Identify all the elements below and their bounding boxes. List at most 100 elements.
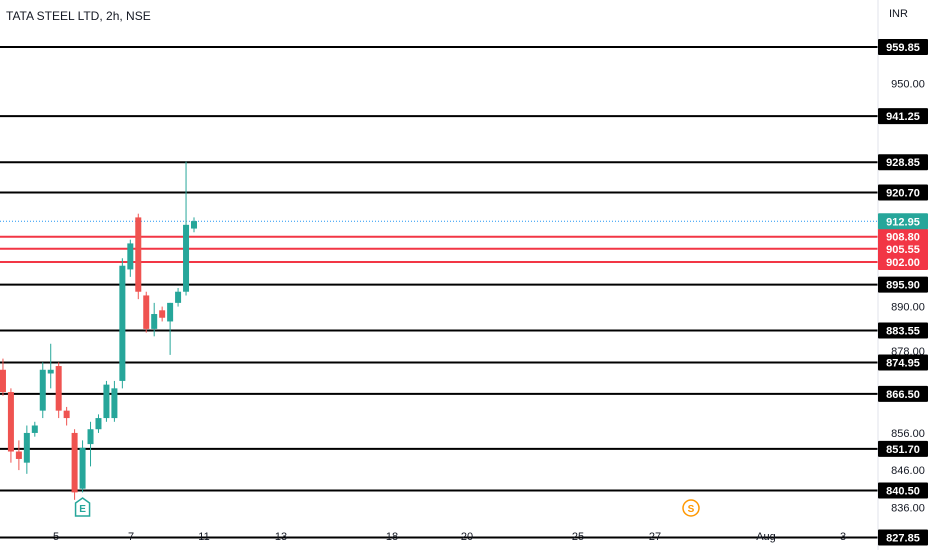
time-tick-label: 3 (840, 531, 846, 543)
candle (39, 362, 46, 419)
candle-body (95, 418, 102, 430)
level-price-label-text: 920.70 (886, 188, 920, 200)
level-price-label-text: 827.85 (886, 533, 920, 545)
candle-body (143, 295, 150, 329)
level-price-label: 941.25 (878, 108, 928, 125)
candle (103, 380, 110, 422)
price-tick-label: 890.00 (891, 302, 925, 314)
level-price-label-text: 895.90 (886, 280, 920, 292)
candle (63, 406, 70, 426)
candle-body (103, 384, 110, 419)
level-price-label-bg (878, 385, 928, 402)
candle-body (15, 451, 22, 459)
candle (111, 380, 118, 422)
level-price-label-text: 874.95 (886, 358, 920, 370)
level-price-label: 905.55 (878, 240, 928, 257)
candle-body (119, 265, 126, 381)
candle-body (87, 429, 94, 445)
level-price-label-bg (878, 276, 928, 293)
level-price-label-text: 883.55 (886, 326, 920, 338)
price-tick-label: 846.00 (891, 465, 925, 477)
time-tick-label: 18 (386, 531, 398, 543)
level-price-label: 928.85 (878, 154, 928, 171)
candle (159, 306, 166, 322)
candle (15, 440, 22, 471)
level-price-label-bg (878, 529, 928, 546)
candle (71, 429, 78, 500)
candle-body (111, 388, 118, 419)
candle (119, 258, 126, 389)
candle-body (191, 221, 197, 229)
price-tick-label: 836.00 (891, 502, 925, 514)
candle (167, 302, 174, 355)
chart-title: TATA STEEL LTD, 2h, NSE (6, 9, 151, 23)
candle-body (79, 447, 86, 489)
candle-body (167, 302, 174, 322)
level-price-label-bg (878, 354, 928, 371)
level-price-label-bg (878, 240, 928, 257)
level-price-label-text: 866.50 (886, 389, 920, 401)
level-price-label-bg (878, 108, 928, 125)
earnings-event-icon (74, 497, 91, 517)
candle (55, 362, 62, 419)
candle-body (159, 310, 166, 318)
candle (87, 421, 94, 467)
candle-body (135, 217, 142, 292)
dividend-event-label: S (688, 504, 695, 515)
level-price-label-bg (878, 184, 928, 201)
level-price-label-bg (878, 154, 928, 171)
candle (95, 414, 102, 433)
time-tick-label: Aug (756, 531, 776, 543)
candle (79, 440, 86, 493)
level-price-label: 959.85 (878, 39, 928, 56)
level-price-label-text: 908.80 (886, 232, 920, 244)
candle (135, 213, 142, 300)
time-tick-label: 20 (461, 531, 473, 543)
level-price-label-bg (878, 482, 928, 499)
level-price-label: 908.80 (878, 228, 928, 245)
candle-body (0, 369, 6, 393)
time-tick-label: 27 (649, 531, 661, 543)
level-price-label-bg (878, 228, 928, 245)
candle-body (47, 369, 54, 374)
time-axis: 5 7 11 13 18 20 25 27 Aug 3 (53, 531, 846, 543)
candle (47, 343, 54, 389)
time-tick-label: 5 (53, 531, 59, 543)
price-tick-label: 950.00 (891, 79, 925, 91)
level-price-label-text: 851.70 (886, 444, 920, 456)
level-price-label-text: 928.85 (886, 157, 920, 169)
time-tick-label: 25 (572, 531, 584, 543)
level-price-label: 920.70 (878, 184, 928, 201)
candle (191, 217, 197, 233)
level-price-label: 912.95 (878, 213, 928, 230)
candle (7, 388, 14, 463)
candle (183, 161, 190, 296)
level-price-label: 895.90 (878, 276, 928, 293)
candle-body (55, 366, 62, 411)
level-price-label-text: 912.95 (886, 216, 920, 228)
earnings-event-marker: E (74, 497, 91, 517)
candle (31, 421, 38, 437)
price-axis-labels: 959.85 941.25 928.85 920.70 908.80905.55902.… (878, 39, 928, 546)
level-price-label: 874.95 (878, 354, 928, 371)
level-price-label-bg (878, 253, 928, 270)
candle-body (127, 243, 134, 270)
dividend-event-icon (682, 499, 700, 517)
level-price-label-bg (878, 322, 928, 339)
level-price-label: 902.00 (878, 253, 928, 270)
candle (175, 288, 182, 307)
level-price-label-bg (878, 440, 928, 457)
currency-label: INR (889, 8, 908, 20)
candles (0, 161, 197, 500)
dividend-event-marker: S (682, 499, 700, 517)
candle-body (71, 432, 78, 493)
level-price-label: 866.50 (878, 385, 928, 402)
level-price-label-bg (878, 39, 928, 56)
time-tick-label: 11 (198, 531, 209, 543)
candle-body (39, 369, 46, 411)
level-price-label-text: 959.85 (886, 42, 920, 54)
level-price-label-text: 941.25 (886, 111, 920, 123)
